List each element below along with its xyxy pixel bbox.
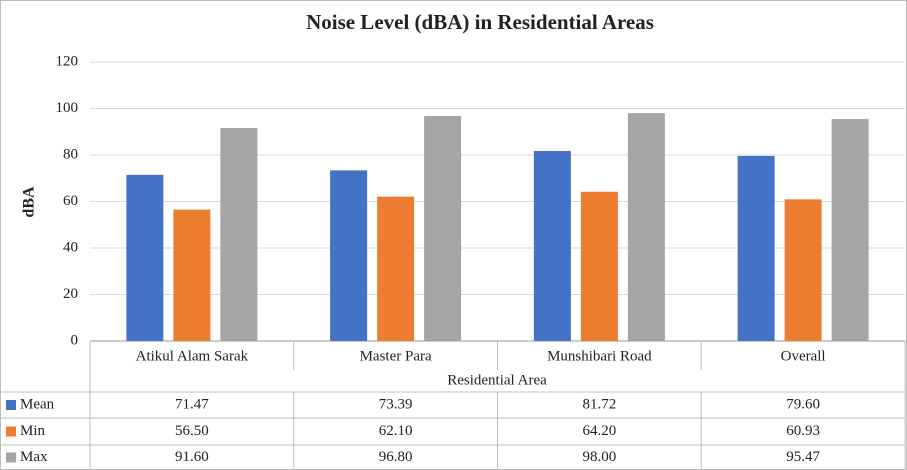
x-axis-label: Residential Area xyxy=(447,372,547,388)
y-axis-label: dBA xyxy=(21,186,38,218)
table-cell: 71.47 xyxy=(175,396,209,412)
x-tick-label: Overall xyxy=(781,348,826,364)
bar xyxy=(737,155,775,341)
bar xyxy=(533,151,571,341)
legend-swatch xyxy=(6,452,16,463)
y-tick-label: 20 xyxy=(63,286,78,302)
legend-label: Max xyxy=(20,449,48,465)
bar xyxy=(627,113,665,342)
y-tick-label: 40 xyxy=(63,239,78,255)
bar xyxy=(580,191,618,341)
table-cell: 64.20 xyxy=(583,423,617,439)
table-cell: 98.00 xyxy=(583,449,617,465)
legend-swatch xyxy=(6,426,16,437)
bar xyxy=(424,115,462,341)
x-tick-label: Atikul Alam Sarak xyxy=(136,348,249,364)
table-cell: 56.50 xyxy=(175,423,209,439)
legend-label: Mean xyxy=(20,396,55,412)
bar xyxy=(173,209,211,341)
x-tick-label: Master Para xyxy=(360,348,432,364)
y-tick-label: 0 xyxy=(71,332,79,348)
table-cell: 73.39 xyxy=(379,396,413,412)
y-tick-label: 100 xyxy=(56,100,79,116)
y-tick-label: 120 xyxy=(56,53,79,69)
table-cell: 62.10 xyxy=(379,423,413,439)
x-tick-label: Munshibari Road xyxy=(547,348,652,364)
bar xyxy=(220,128,258,341)
bar xyxy=(330,170,368,341)
bar xyxy=(831,119,869,341)
bar xyxy=(784,199,822,341)
table-cell: 91.60 xyxy=(175,449,209,465)
bar xyxy=(377,196,415,341)
legend-swatch xyxy=(6,400,16,410)
table-cell: 95.47 xyxy=(786,449,820,465)
legend-label: Min xyxy=(20,423,46,439)
chart-title: Noise Level (dBA) in Residential Areas xyxy=(306,10,654,34)
table-cell: 81.72 xyxy=(583,396,617,412)
table-cell: 96.80 xyxy=(379,449,413,465)
table-cell: 60.93 xyxy=(786,423,820,439)
bar xyxy=(126,174,164,341)
y-tick-label: 60 xyxy=(63,193,78,209)
y-tick-label: 80 xyxy=(63,146,78,162)
table-cell: 79.60 xyxy=(786,396,820,412)
